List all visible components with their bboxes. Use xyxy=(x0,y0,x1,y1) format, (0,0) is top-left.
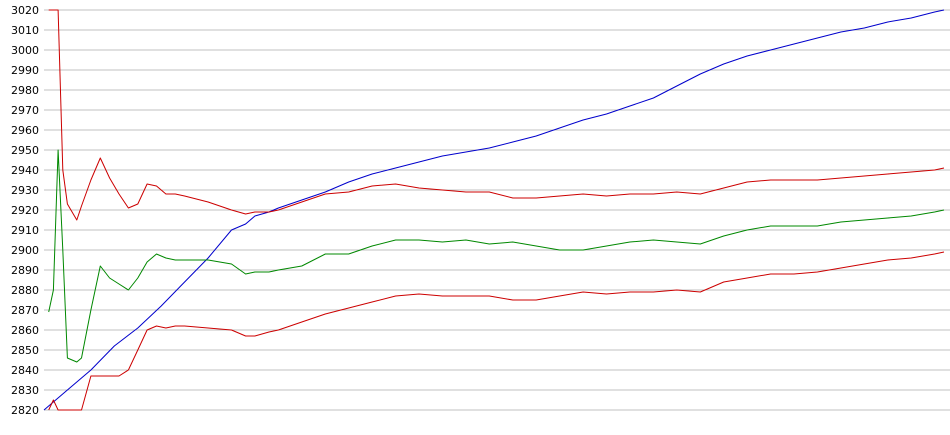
y-tick-label: 2950 xyxy=(11,144,39,157)
y-tick-label: 3020 xyxy=(11,4,39,17)
series-group xyxy=(43,9,945,411)
y-tick-label: 2960 xyxy=(11,124,39,137)
y-tick-label: 2970 xyxy=(11,104,39,117)
y-tick-label: 2990 xyxy=(11,64,39,77)
y-tick-label: 2840 xyxy=(11,364,39,377)
y-tick-label: 2920 xyxy=(11,204,39,217)
y-tick-label: 3000 xyxy=(11,44,39,57)
series-line-1 xyxy=(43,9,945,411)
y-tick-label: 3010 xyxy=(11,24,39,37)
y-tick-label: 2830 xyxy=(11,384,39,397)
series-line-4 xyxy=(48,251,945,411)
y-axis: 3020 3010 3000 2990 2980 2970 2960 2950 2940 2930… xyxy=(11,4,39,417)
y-tick-label: 2910 xyxy=(11,224,39,237)
y-tick-label: 2980 xyxy=(11,84,39,97)
y-tick-label: 2890 xyxy=(11,264,39,277)
y-tick-label: 2880 xyxy=(11,284,39,297)
y-tick-label: 2860 xyxy=(11,324,39,337)
y-tick-label: 2930 xyxy=(11,184,39,197)
y-tick-label: 2900 xyxy=(11,244,39,257)
series-line-3 xyxy=(48,9,945,221)
y-tick-label: 2940 xyxy=(11,164,39,177)
y-tick-label: 2850 xyxy=(11,344,39,357)
y-tick-label: 2820 xyxy=(11,404,39,417)
series-line-2 xyxy=(48,149,945,363)
gridlines xyxy=(44,9,950,411)
y-tick-label: 2870 xyxy=(11,304,39,317)
